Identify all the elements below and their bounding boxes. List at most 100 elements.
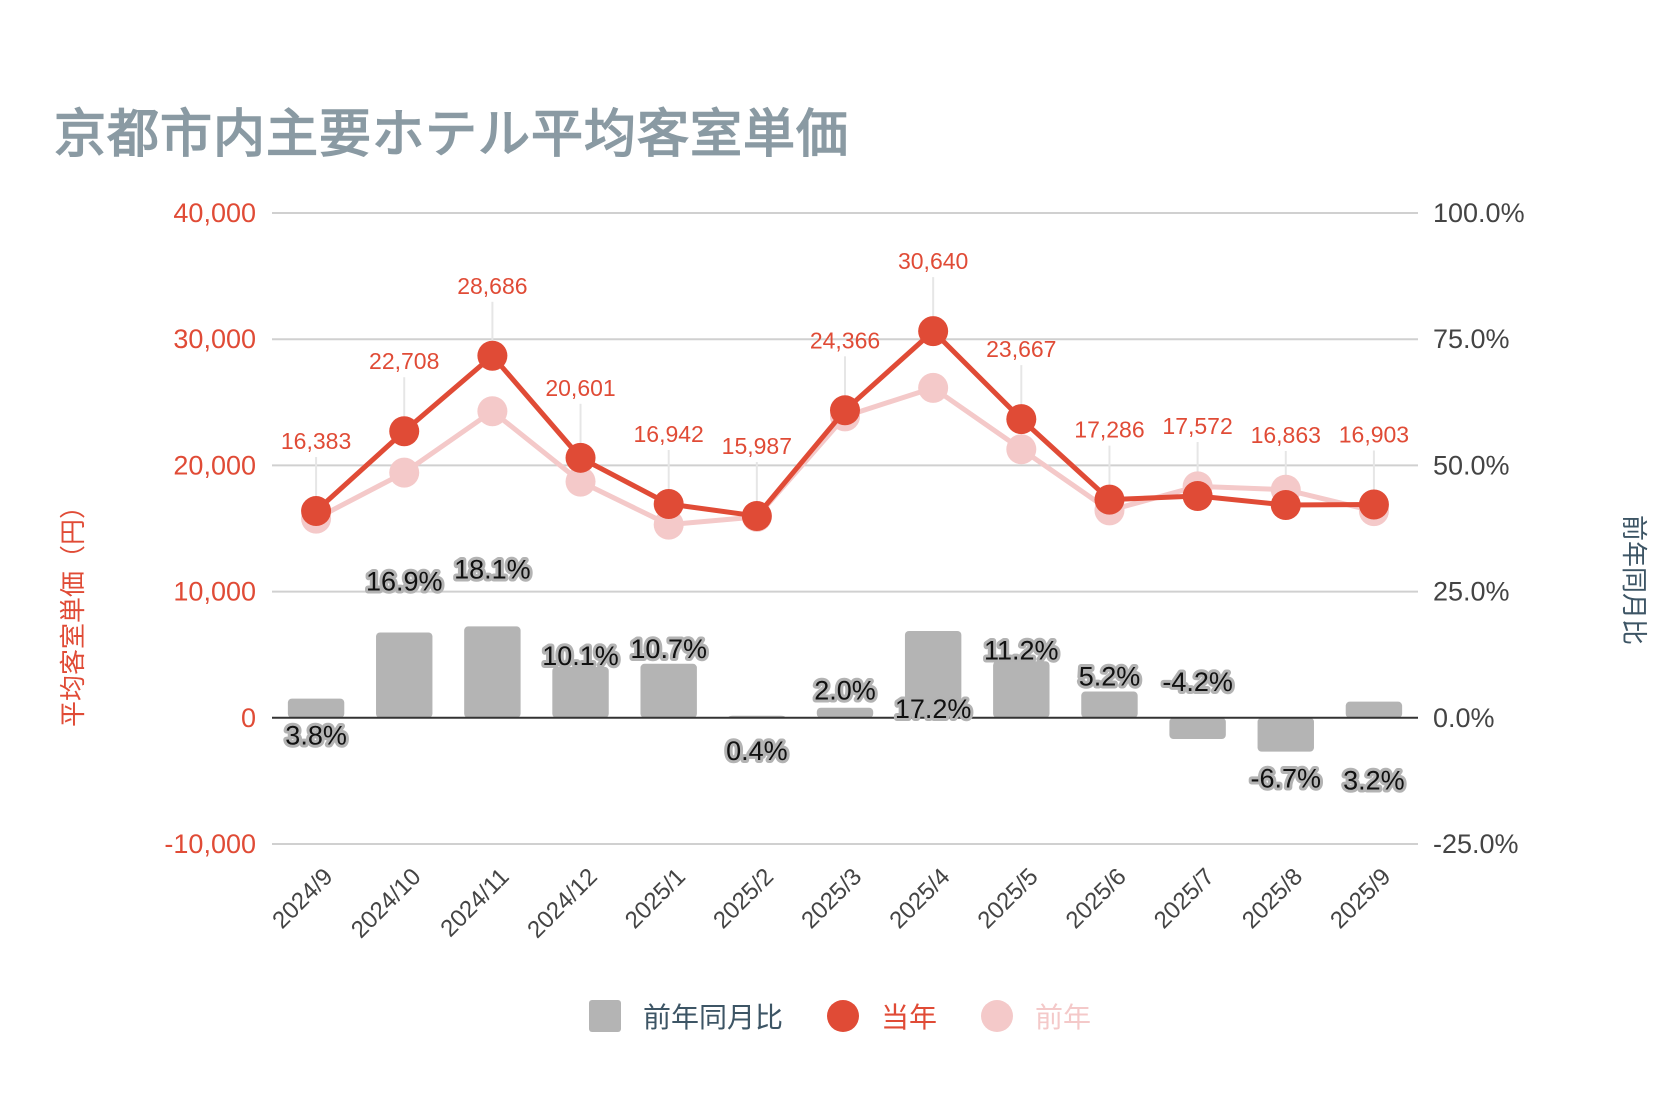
legend-label-previous-year: 前年 (1035, 1001, 1092, 1034)
bar-data-label-halo: 11.2% (984, 635, 1059, 665)
line-data-label: 17,286 (1074, 417, 1144, 443)
bar-data-label-halo: -6.7% (1250, 764, 1321, 794)
point-current-year (741, 501, 772, 532)
bar-yoy (376, 632, 433, 718)
bar-yoy (1081, 691, 1138, 718)
bar-data-label-halo: 17.2% (895, 694, 972, 724)
left-tick-label: -10,000 (164, 829, 256, 859)
point-current-year (1270, 489, 1301, 520)
line-data-label: 16,383 (281, 428, 351, 454)
x-tick-label: 2025/6 (1061, 863, 1132, 934)
left-tick-label: 40,000 (173, 198, 256, 228)
left-tick-label: 30,000 (173, 324, 256, 354)
line-data-label: 15,987 (722, 433, 792, 459)
right-axis-title: 前年同月比 (1618, 515, 1648, 645)
bar-yoy (640, 663, 697, 718)
line-data-label: 16,942 (634, 421, 704, 447)
bar-yoy (287, 698, 345, 718)
bar-data-label: 11.2% (984, 635, 1059, 665)
right-tick-label: 50.0% (1433, 450, 1510, 480)
bar-data-label-halo: 10.1% (542, 641, 619, 671)
legend-square-icon (588, 1000, 621, 1032)
right-tick-label: 0.0% (1433, 703, 1495, 733)
line-data-labels: 16,383 22,708 28,686 20,601 16,942 15,987 24,3… (281, 248, 1409, 459)
bar-data-label-halo: 0.4% (726, 736, 788, 766)
legend-circle-icon (981, 1000, 1013, 1032)
bar-data-label: 3.2% (1343, 766, 1405, 796)
x-tick-label: 2024/9 (267, 863, 338, 934)
bar-data-label-halo: 2.0% (814, 676, 876, 706)
bar-data-label-halo: 3.8% (285, 721, 347, 751)
bar-data-label: 10.7% (630, 634, 707, 664)
bar-yoy (1345, 701, 1403, 718)
point-current-year (1006, 404, 1037, 435)
x-axis-ticks: 2024/9 2024/10 2024/11 2024/12 2025/1 2025/2 2… (267, 863, 1396, 943)
left-axis-title: 平均客室単価（円） (59, 493, 89, 727)
left-tick-label: 10,000 (173, 577, 256, 607)
legend-item-previous-year[interactable]: 前年 (981, 996, 1091, 1036)
right-axis-ticks: 100.0% 75.0% 50.0% 25.0% 0.0% -25.0% (1433, 198, 1525, 859)
bar-yoy (464, 626, 521, 718)
bar-data-label-halo: 10.7% (630, 634, 707, 664)
legend-circle-icon (826, 1000, 859, 1032)
point-current-year (918, 316, 949, 347)
bar-data-label: 17.2% (895, 694, 972, 724)
bar-series-yoy (287, 626, 1403, 752)
line-data-label: 20,601 (545, 375, 615, 401)
x-tick-label: 2024/10 (346, 863, 426, 943)
bar-data-label-halo: -4.2% (1162, 667, 1233, 697)
point-current-year (301, 496, 332, 527)
bar-data-label: 3.8% (285, 721, 347, 751)
x-tick-label: 2025/3 (796, 863, 867, 934)
right-tick-label: 25.0% (1433, 577, 1510, 607)
legend-label-current-year: 当年 (880, 1001, 937, 1034)
bar-data-label-halo: 5.2% (1079, 662, 1141, 692)
line-data-label: 22,708 (369, 348, 439, 374)
gridlines (272, 212, 1418, 845)
left-tick-label: 20,000 (173, 450, 256, 480)
point-previous-year (389, 457, 420, 488)
line-data-label: 23,667 (986, 336, 1056, 362)
point-previous-year (1006, 434, 1037, 465)
bar-data-label: 10.1% (542, 641, 619, 671)
x-tick-label: 2025/7 (1149, 863, 1220, 934)
bar-yoy (993, 661, 1050, 718)
point-current-year (830, 395, 860, 426)
bar-yoy (904, 630, 962, 718)
point-current-year (1358, 489, 1389, 520)
bar-data-label-halo: 18.1% (454, 554, 531, 584)
right-tick-label: 75.0% (1433, 324, 1510, 354)
bar-data-label: 16.9% (366, 566, 443, 596)
bar-yoy (552, 666, 609, 718)
point-current-year (565, 442, 596, 473)
data-label-leaders (315, 277, 1375, 502)
point-previous-year (918, 372, 949, 403)
point-current-year (389, 416, 420, 447)
legend-label-yoy: 前年同月比 (642, 1001, 783, 1034)
line-data-label: 24,366 (810, 327, 880, 353)
x-tick-label: 2024/12 (522, 863, 602, 943)
point-current-year (1182, 481, 1213, 512)
point-previous-year (477, 396, 508, 427)
left-axis-ticks: 40,000 30,000 20,000 10,000 0 -10,000 (164, 198, 256, 859)
x-tick-label: 2025/8 (1237, 863, 1308, 934)
left-tick-label: 0 (241, 703, 256, 733)
legend-item-current-year[interactable]: 当年 (826, 996, 937, 1036)
x-tick-label: 2025/9 (1325, 863, 1396, 934)
bar-data-label-halo: 16.9% (366, 566, 443, 596)
legend-item-yoy[interactable]: 前年同月比 (588, 996, 783, 1036)
right-tick-label: 100.0% (1433, 198, 1525, 228)
x-tick-label: 2024/11 (435, 863, 514, 942)
bar-data-label: -4.2% (1162, 667, 1233, 697)
line-data-label: 16,863 (1251, 422, 1321, 448)
x-tick-label: 2025/5 (973, 863, 1044, 934)
point-previous-year (565, 466, 596, 497)
bar-data-labels: 3.8%3.8%16.9%16.9% 18.1%18.1%10.1%10.1% 10… (282, 551, 1407, 798)
line-data-label: 28,686 (457, 273, 527, 299)
point-current-year (1094, 484, 1125, 515)
chart-title: 京都市内主要ホテル平均客室単価 (54, 105, 850, 165)
line-data-label: 30,640 (898, 248, 968, 274)
right-tick-label: -25.0% (1433, 829, 1519, 859)
point-previous-year (653, 509, 684, 540)
